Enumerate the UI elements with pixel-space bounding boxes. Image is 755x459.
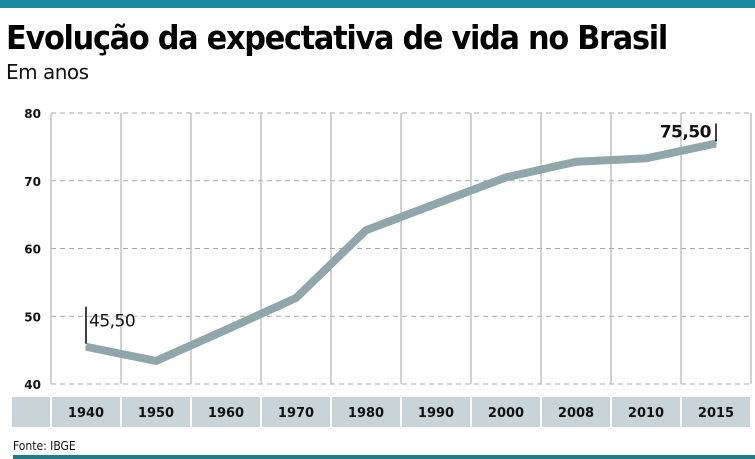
x-axis-cell bbox=[402, 397, 470, 427]
x-axis-cell bbox=[542, 397, 610, 427]
x-axis-cell bbox=[122, 397, 190, 427]
x-axis-cell bbox=[612, 397, 680, 427]
data-point bbox=[155, 359, 157, 362]
x-tick-label: 1960 bbox=[208, 406, 244, 421]
data-point bbox=[435, 202, 437, 205]
x-tick-label: 1940 bbox=[68, 406, 104, 421]
x-axis-cell bbox=[52, 397, 120, 427]
x-axis-cell bbox=[682, 397, 750, 427]
y-tick-label: 50 bbox=[24, 310, 41, 324]
x-axis-cell bbox=[472, 397, 540, 427]
x-tick-label: 2000 bbox=[488, 406, 524, 421]
x-tick-label: 1980 bbox=[348, 406, 384, 421]
data-point bbox=[575, 160, 577, 163]
x-tick-label: 2010 bbox=[628, 406, 664, 421]
data-point bbox=[645, 157, 647, 160]
x-axis-cell bbox=[332, 397, 400, 427]
y-tick-label: 40 bbox=[24, 378, 41, 392]
x-tick-label: 2008 bbox=[558, 406, 594, 421]
data-point bbox=[85, 345, 87, 348]
chart-title: Evolução da expectativa de vida no Brasi… bbox=[6, 18, 668, 57]
data-point bbox=[505, 176, 507, 179]
x-tick-label: 1990 bbox=[418, 406, 454, 421]
data-point bbox=[365, 229, 367, 232]
x-tick-label: 1970 bbox=[278, 406, 314, 421]
annotation-label: 75,50 bbox=[660, 122, 712, 142]
x-axis-cell-empty bbox=[12, 397, 50, 427]
y-tick-label: 70 bbox=[24, 175, 41, 189]
data-point bbox=[715, 142, 717, 145]
top-accent-bar bbox=[0, 0, 755, 8]
data-point bbox=[225, 328, 227, 331]
x-tick-label: 2015 bbox=[698, 406, 734, 421]
annotation-label: 45,50 bbox=[89, 312, 135, 332]
source-note: Fonte: IBGE bbox=[13, 439, 76, 453]
x-tick-label: 1950 bbox=[138, 406, 174, 421]
y-tick-label: 60 bbox=[24, 243, 41, 257]
data-point bbox=[295, 296, 297, 299]
series-line bbox=[85, 139, 717, 365]
chart-subtitle: Em anos bbox=[6, 60, 89, 84]
x-axis-cell bbox=[192, 397, 260, 427]
x-axis-cell bbox=[262, 397, 330, 427]
bottom-accent-bar bbox=[13, 455, 755, 459]
y-tick-label: 80 bbox=[24, 107, 41, 121]
